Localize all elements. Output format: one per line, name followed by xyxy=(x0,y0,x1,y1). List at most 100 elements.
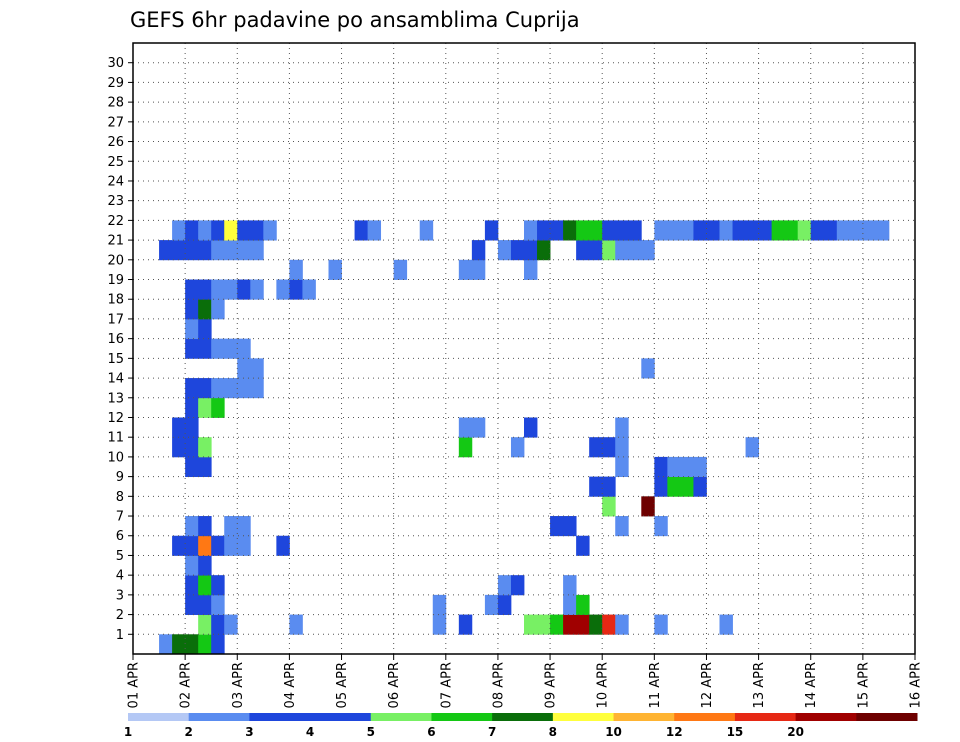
heatmap-cell xyxy=(367,220,382,241)
heatmap-cell xyxy=(172,417,186,438)
heatmap-cell xyxy=(211,614,225,635)
y-tick-label: 25 xyxy=(107,155,124,170)
y-tick-label: 23 xyxy=(107,194,124,209)
heatmap-cell xyxy=(667,220,681,241)
colorbar-swatch xyxy=(734,713,797,721)
heatmap-cell xyxy=(784,220,799,241)
heatmap-cell xyxy=(393,259,408,280)
heatmap-cell xyxy=(250,378,264,399)
heatmap-cell xyxy=(159,240,173,261)
y-tick-label: 10 xyxy=(107,450,124,465)
x-tick-label: 06 APR xyxy=(387,662,402,708)
heatmap-cell xyxy=(524,614,538,635)
y-tick-label: 16 xyxy=(107,332,124,347)
y-tick-label: 19 xyxy=(107,273,124,288)
heatmap-cell xyxy=(771,220,786,241)
heatmap-cell xyxy=(185,417,199,438)
colorbar-swatch xyxy=(128,713,190,721)
heatmap-cell xyxy=(289,259,303,280)
colorbar-label: 2 xyxy=(185,725,193,739)
heatmap-cell xyxy=(250,240,264,261)
heatmap-cell xyxy=(680,456,694,478)
heatmap-cell xyxy=(185,240,199,261)
heatmap-cell xyxy=(849,220,864,241)
heatmap-cell xyxy=(224,378,238,399)
y-tick-label: 27 xyxy=(107,115,124,130)
heatmap-cell xyxy=(471,259,486,280)
heatmap-cell xyxy=(458,259,473,280)
colorbar-swatch xyxy=(249,713,311,721)
colorbar-swatch xyxy=(310,713,372,721)
heatmap-cell xyxy=(563,594,577,615)
heatmap-cell xyxy=(693,220,707,241)
heatmap-cell xyxy=(654,476,668,497)
heatmap-cell xyxy=(576,240,590,261)
heatmap-cell xyxy=(537,240,551,261)
colorbar-swatch xyxy=(370,713,432,721)
heatmap-cell xyxy=(745,220,759,241)
heatmap-cell xyxy=(719,614,733,635)
heatmap-cell xyxy=(198,240,212,261)
heatmap-cell xyxy=(237,240,251,261)
heatmap-cell xyxy=(497,575,512,596)
heatmap-cell xyxy=(185,535,199,556)
heatmap-cell xyxy=(302,279,316,300)
heatmap-cell xyxy=(198,555,212,576)
heatmap-cell xyxy=(654,456,668,478)
y-tick-label: 2 xyxy=(116,608,124,623)
heatmap-cell xyxy=(419,220,434,241)
heatmap-cell xyxy=(198,397,212,418)
y-tick-label: 8 xyxy=(116,490,124,505)
heatmap-cell xyxy=(224,614,238,635)
heatmap-cell xyxy=(693,456,707,478)
heatmap-cell xyxy=(875,220,890,241)
heatmap-cell xyxy=(589,220,603,241)
heatmap-cell xyxy=(198,318,212,340)
heatmap-cell xyxy=(289,614,303,635)
heatmap-cell xyxy=(602,220,616,241)
heatmap-cell xyxy=(250,279,264,300)
y-tick-label: 21 xyxy=(107,234,124,249)
y-tick-label: 6 xyxy=(116,529,124,544)
heatmap-cell xyxy=(589,437,603,458)
heatmap-cell xyxy=(172,634,186,655)
heatmap-cell xyxy=(589,614,603,635)
heatmap-cell xyxy=(354,220,368,241)
heatmap-cell xyxy=(198,535,212,556)
heatmap-cell xyxy=(680,220,694,241)
y-tick-label: 17 xyxy=(107,312,124,327)
heatmap-cell xyxy=(576,594,590,615)
heatmap-cell xyxy=(576,535,590,556)
heatmap-cell xyxy=(667,476,681,497)
heatmap-cell xyxy=(172,535,186,556)
heatmap-cell xyxy=(198,516,212,537)
colorbar-label: 5 xyxy=(367,725,375,739)
y-tick-label: 14 xyxy=(107,372,124,387)
y-tick-label: 13 xyxy=(107,391,124,406)
colorbar-label: 20 xyxy=(787,725,804,739)
y-tick-label: 4 xyxy=(116,569,124,584)
heatmap-cell xyxy=(706,220,720,241)
heatmap-cell xyxy=(615,240,629,261)
x-tick-label: 05 APR xyxy=(335,662,350,708)
heatmap-cell xyxy=(198,279,212,300)
heatmap-cell xyxy=(680,476,694,497)
heatmap-cell xyxy=(458,417,473,438)
heatmap-cell xyxy=(211,535,225,556)
heatmap-cell xyxy=(524,417,538,438)
y-tick-label: 30 xyxy=(107,56,124,71)
heatmap-cell xyxy=(563,516,577,537)
colorbar-label: 6 xyxy=(427,725,435,739)
heatmap-cell xyxy=(224,220,238,241)
x-tick-label: 14 APR xyxy=(804,662,819,708)
colorbar-label: 3 xyxy=(245,725,253,739)
y-tick-label: 1 xyxy=(116,628,124,643)
x-tick-label: 10 APR xyxy=(596,662,611,708)
heatmap-cell xyxy=(823,220,838,241)
heatmap-cell xyxy=(185,437,199,458)
heatmap-cell xyxy=(550,220,564,241)
heatmap-cell xyxy=(589,240,603,261)
x-tick-label: 15 APR xyxy=(856,662,871,708)
heatmap-cell xyxy=(602,614,616,635)
